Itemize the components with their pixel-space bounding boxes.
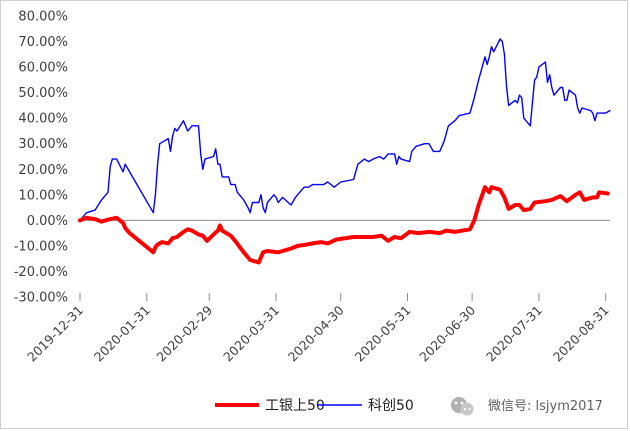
y-tick-label: 40.00% xyxy=(18,112,68,127)
y-tick-label: 30.00% xyxy=(18,137,68,152)
y-tick-label: 70.00% xyxy=(18,35,68,50)
y-tick-label: -30.00% xyxy=(14,291,68,306)
wechat-icon xyxy=(451,397,474,416)
y-tick-label: 50.00% xyxy=(18,86,68,101)
legend: 工银上50 科创50 xyxy=(215,398,414,414)
legend-label: 科创50 xyxy=(368,398,414,414)
watermark-text: 微信号: lsjym2017 xyxy=(488,399,603,414)
series-line-gongyin-sh50 xyxy=(78,185,610,265)
x-tick-label: 2020-08-31 xyxy=(550,303,612,365)
x-tick-label: 2020-06-30 xyxy=(416,302,478,364)
legend-label: 工银上50 xyxy=(265,398,325,414)
series-layer xyxy=(78,38,611,265)
y-tick-label: 10.00% xyxy=(18,188,68,203)
x-tick-label: 2020-07-31 xyxy=(483,303,545,365)
x-tick-label: 2019-12-31 xyxy=(24,303,86,365)
y-tick-label: -20.00% xyxy=(14,265,68,280)
y-tick-label: 20.00% xyxy=(18,163,68,178)
y-tick-label: 60.00% xyxy=(18,61,68,76)
y-axis: 80.00% 70.00% 60.00% 50.00% 40.00% 30.00% 20.0… xyxy=(14,10,68,306)
x-tick-label: 2020-02-29 xyxy=(153,302,215,364)
y-tick-label: -10.00% xyxy=(14,239,68,254)
series-line-kechuang50 xyxy=(79,38,611,222)
x-tick-label: 2020-04-30 xyxy=(285,302,347,364)
y-tick-label: 0.00% xyxy=(27,214,68,229)
watermark: 微信号: lsjym2017 xyxy=(451,397,603,416)
y-tick-label: 80.00% xyxy=(18,10,68,25)
x-tick-label: 2020-05-31 xyxy=(352,303,414,365)
x-tick-label: 2020-03-31 xyxy=(220,303,282,365)
x-tick-label: 2020-01-31 xyxy=(91,303,153,365)
